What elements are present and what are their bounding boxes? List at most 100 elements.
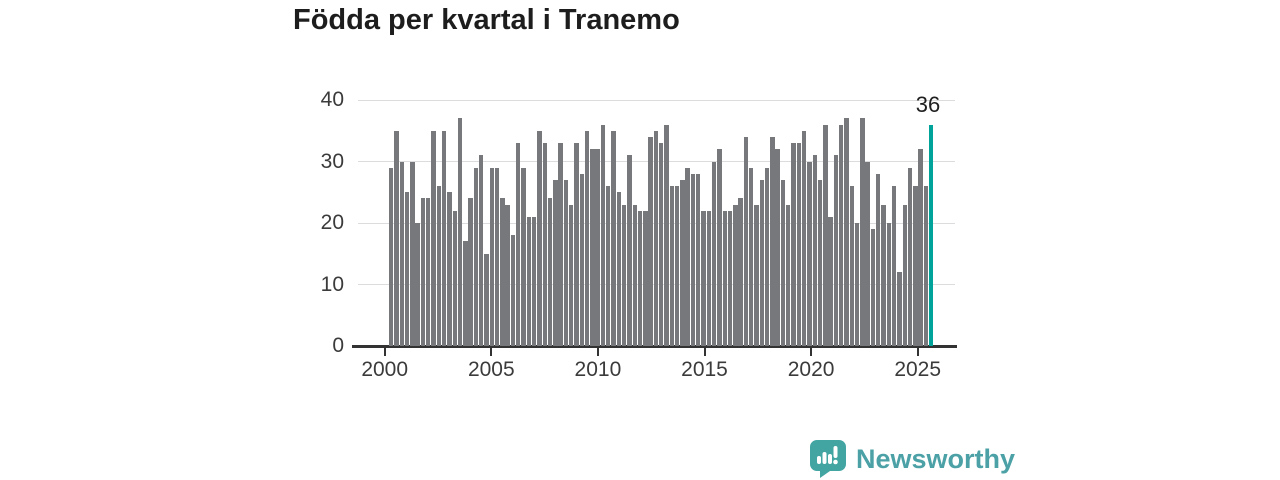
bar-2021-q1: [833, 155, 839, 346]
bar-2025-q2: [923, 186, 929, 346]
bar-2000-q1: [389, 167, 394, 346]
bar-2013-q4: [680, 179, 685, 346]
bar-2007-q2: [542, 143, 547, 346]
bar-2010-q4: [616, 192, 622, 346]
x-axis-label-2000: 2000: [361, 358, 409, 381]
y-axis-label-10: 10: [320, 272, 344, 296]
bar-2003-q2: [457, 118, 463, 346]
x-axis-tick-2025: [916, 347, 919, 356]
bar-2020-q3: [823, 124, 828, 346]
bar-2016-q3: [738, 198, 743, 346]
bar-2018-q1: [770, 136, 775, 346]
bar-2023-q4: [891, 186, 897, 346]
bar-2009-q2: [584, 130, 590, 346]
bar-2000-q4: [404, 192, 410, 346]
bar-2008-q2: [563, 179, 569, 346]
bar-2022-q4: [870, 229, 876, 346]
bar-2006-q3: [526, 216, 532, 346]
bar-2007-q4: [553, 179, 558, 346]
bar-2001-q4: [426, 198, 431, 346]
bar-2020-q2: [817, 179, 823, 346]
bar-2008-q1: [558, 143, 563, 346]
bar-2002-q3: [441, 130, 447, 346]
bar-2005-q2: [500, 198, 505, 346]
bar-2023-q3: [886, 223, 892, 346]
bar-2016-q4: [743, 136, 749, 346]
bar-2017-q3: [759, 179, 764, 346]
bar-2012-q2: [648, 136, 653, 346]
bar-2004-q3: [484, 253, 489, 346]
x-axis-label-2025: 2025: [894, 358, 942, 381]
bar-2020-q1: [812, 155, 817, 346]
bar-2002-q1: [431, 130, 436, 346]
bar-2003-q1: [452, 210, 457, 346]
bar-2021-q3: [844, 118, 849, 346]
bar-2015-q1: [706, 210, 712, 346]
newsworthy-speech-bubble-bar-chart-icon: [810, 440, 846, 478]
bar-2010-q3: [611, 130, 616, 346]
bar-2004-q2: [478, 155, 484, 346]
bar-2003-q4: [468, 198, 473, 346]
bar-2024-q4: [913, 186, 918, 346]
bar-2012-q1: [643, 210, 648, 346]
bar-2006-q2: [521, 167, 526, 346]
bar-2019-q2: [796, 143, 802, 346]
y-axis-label-30: 30: [320, 149, 344, 173]
page-title: Födda per kvartal i Tranemo: [293, 4, 680, 36]
bar-2005-q4: [510, 235, 516, 346]
bar-2015-q4: [722, 210, 727, 346]
bar-2000-q2: [394, 130, 399, 346]
gridline-40: [358, 99, 955, 101]
bar-2024-q3: [907, 167, 913, 346]
bar-2001-q2: [415, 223, 420, 346]
x-axis-tick-2015: [703, 347, 706, 356]
bar-2010-q2: [606, 186, 611, 346]
x-axis-label-2015: 2015: [681, 358, 728, 381]
x-axis-tick-2000: [383, 347, 386, 356]
bar-2024-q2: [902, 204, 907, 346]
bar-2025-q1: [918, 149, 923, 346]
bar-2014-q1: [685, 167, 690, 346]
bar-2011-q3: [632, 204, 637, 346]
bar-2018-q3: [780, 179, 786, 346]
bar-2008-q3: [568, 204, 574, 346]
x-axis-label-2020: 2020: [787, 358, 835, 381]
bar-2008-q4: [574, 143, 579, 346]
x-axis-label-2005: 2005: [467, 358, 515, 381]
bar-2019-q4: [807, 161, 812, 346]
bar-2024-q1: [897, 272, 902, 346]
bar-2019-q3: [801, 130, 807, 346]
bar-2002-q2: [436, 186, 442, 346]
y-axis-label-40: 40: [320, 88, 344, 111]
bar-2018-q2: [775, 149, 780, 346]
bar-2023-q1: [876, 173, 881, 346]
bar-2009-q3: [590, 149, 595, 346]
bar-2014-q2: [690, 173, 696, 346]
bar-2015-q2: [711, 161, 717, 346]
bar-2001-q1: [410, 161, 415, 346]
bar-2005-q3: [505, 204, 510, 346]
bar-2021-q2: [838, 124, 844, 346]
x-axis-label-2010: 2010: [574, 358, 622, 381]
bar-2006-q4: [531, 216, 537, 346]
bar-2014-q3: [696, 173, 701, 346]
bar-2023-q2: [881, 204, 886, 346]
y-axis-label-0: 0: [332, 334, 344, 357]
bar-2003-q3: [463, 241, 468, 346]
bar-2013-q3: [674, 186, 680, 346]
x-axis-tick-2010: [596, 347, 599, 356]
bar-2022-q2: [860, 118, 865, 346]
bar-2022-q1: [854, 223, 860, 346]
bar-2019-q1: [791, 143, 796, 346]
y-axis-label-20: 20: [320, 211, 344, 234]
bar-2017-q1: [748, 167, 754, 346]
x-axis-tick-2005: [490, 347, 493, 356]
x-axis-line: [352, 345, 957, 348]
bar-2020-q4: [828, 216, 833, 346]
bar-2025-q3: [928, 124, 934, 346]
newsworthy-logo: Newsworthy: [810, 440, 1015, 478]
bar-2001-q3: [420, 198, 426, 346]
bar-2011-q1: [621, 204, 627, 346]
